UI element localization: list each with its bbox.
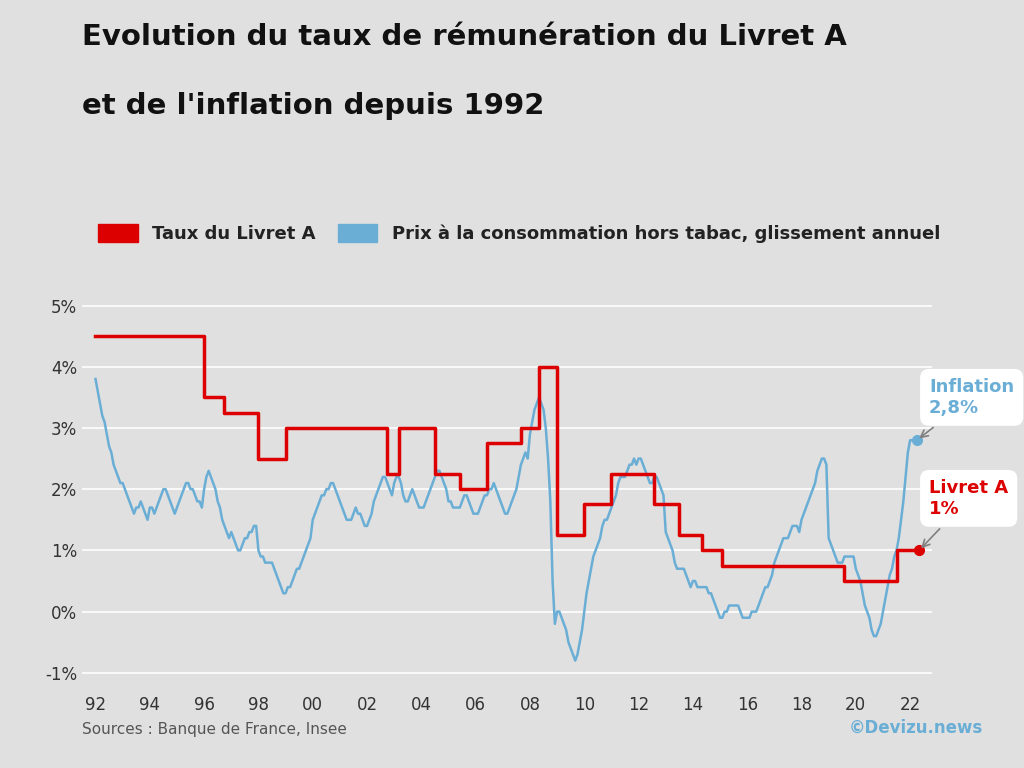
Text: Evolution du taux de rémunération du Livret A: Evolution du taux de rémunération du Liv… [82,23,847,51]
Text: Sources : Banque de France, Insee: Sources : Banque de France, Insee [82,722,347,737]
Text: Inflation
2,8%: Inflation 2,8% [921,378,1014,437]
Legend: Taux du Livret A, Prix à la consommation hors tabac, glissement annuel: Taux du Livret A, Prix à la consommation… [91,217,947,250]
Text: ©Devizu.news: ©Devizu.news [849,720,983,737]
Text: et de l'inflation depuis 1992: et de l'inflation depuis 1992 [82,92,545,120]
Text: Livret A
1%: Livret A 1% [923,479,1009,547]
